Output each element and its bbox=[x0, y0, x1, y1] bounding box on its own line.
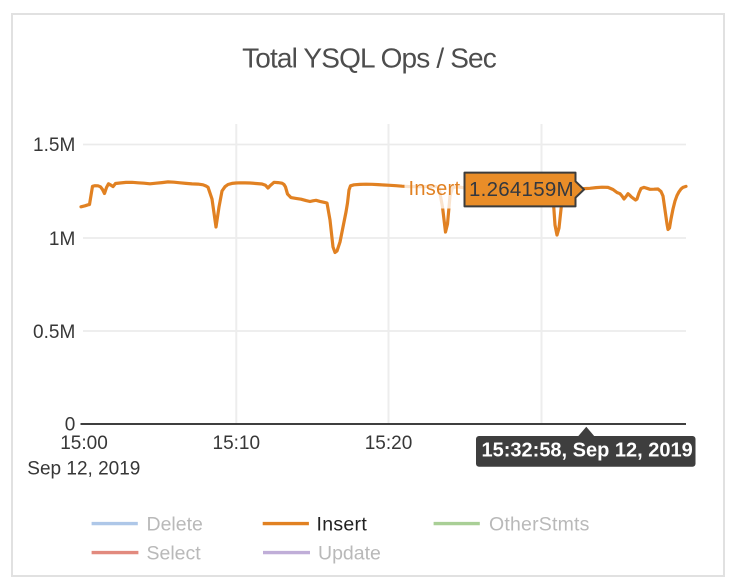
svg-text:Insert: Insert bbox=[409, 178, 461, 200]
svg-text:Select: Select bbox=[147, 543, 202, 565]
svg-text:0.5M: 0.5M bbox=[33, 322, 75, 343]
svg-text:OtherStmts: OtherStmts bbox=[489, 514, 590, 536]
svg-text:Sep 12, 2019: Sep 12, 2019 bbox=[27, 459, 140, 480]
svg-text:15:00: 15:00 bbox=[60, 433, 108, 454]
svg-text:15:20: 15:20 bbox=[365, 433, 413, 454]
svg-text:1.5M: 1.5M bbox=[33, 135, 75, 156]
svg-text:Update: Update bbox=[318, 543, 381, 565]
svg-text:1M: 1M bbox=[49, 229, 75, 250]
svg-text:1.264159M: 1.264159M bbox=[469, 178, 574, 201]
svg-text:15:10: 15:10 bbox=[213, 433, 261, 454]
svg-text:Delete: Delete bbox=[147, 514, 203, 536]
svg-text:0: 0 bbox=[65, 415, 76, 436]
svg-text:Insert: Insert bbox=[317, 514, 368, 536]
svg-text:Total YSQL Ops / Sec: Total YSQL Ops / Sec bbox=[242, 43, 497, 74]
svg-text:15:32:58, Sep 12, 2019: 15:32:58, Sep 12, 2019 bbox=[482, 440, 693, 462]
